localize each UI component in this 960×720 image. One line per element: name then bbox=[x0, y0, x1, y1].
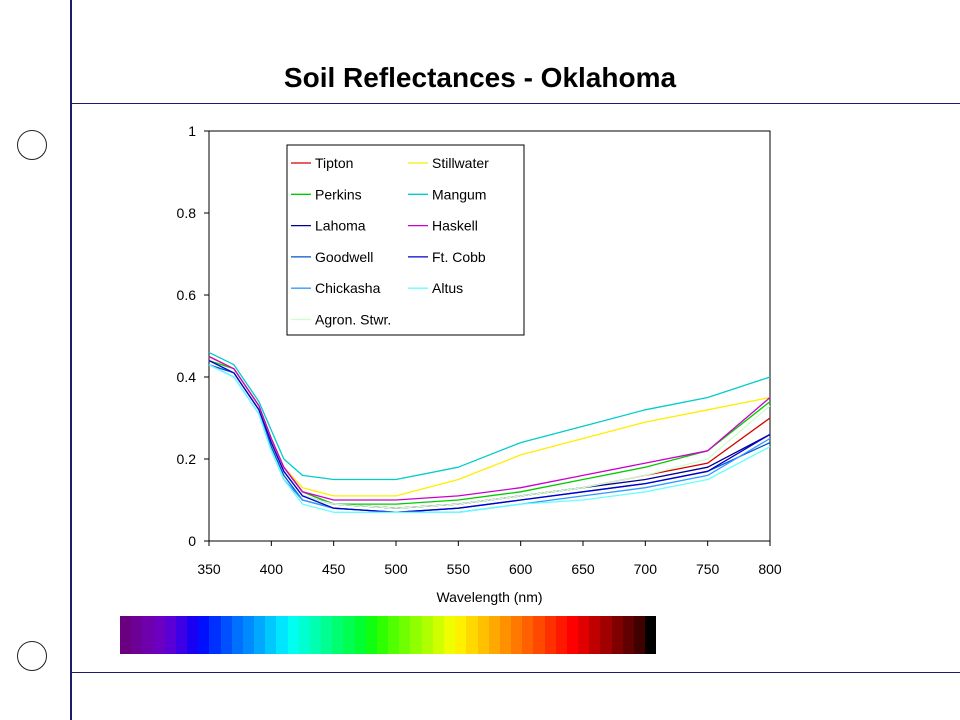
legend-label: Stillwater bbox=[432, 155, 489, 171]
series-line-chickasha bbox=[208, 364, 771, 513]
x-tick-label: 700 bbox=[634, 561, 658, 577]
series-line-agron-stwr bbox=[208, 360, 771, 509]
spectrum-swatch bbox=[153, 616, 165, 654]
spectrum-swatch bbox=[388, 616, 400, 654]
legend-label: Haskell bbox=[432, 218, 478, 234]
series-line-tipton bbox=[208, 355, 771, 509]
legend-label: Tipton bbox=[315, 155, 353, 171]
y-tick-label: 0.4 bbox=[177, 369, 197, 385]
spectrum-swatch bbox=[131, 616, 143, 654]
y-tick-label: 0.6 bbox=[177, 287, 197, 303]
legend-label: Lahoma bbox=[315, 218, 366, 234]
x-tick-label: 500 bbox=[384, 561, 408, 577]
x-tick-label: 800 bbox=[758, 561, 782, 577]
spectrum-swatch bbox=[332, 616, 344, 654]
visible-spectrum-bar bbox=[120, 616, 657, 654]
page-title: Soil Reflectances - Oklahoma bbox=[283, 62, 677, 93]
spectrum-swatch bbox=[443, 616, 456, 654]
binder-hole-bottom bbox=[17, 641, 47, 671]
spectrum-swatch bbox=[600, 616, 612, 654]
spectrum-swatch bbox=[589, 616, 601, 654]
series-line-mangum bbox=[208, 351, 771, 481]
legend-label: Mangum bbox=[432, 186, 486, 202]
x-tick-label: 650 bbox=[571, 561, 595, 577]
x-tick-label: 750 bbox=[696, 561, 720, 577]
spectrum-swatch bbox=[164, 616, 176, 654]
series-line-ft-cobb bbox=[208, 360, 771, 513]
y-tick-label: 0.8 bbox=[177, 205, 197, 221]
legend-label: Ft. Cobb bbox=[432, 249, 486, 265]
spectrum-swatch bbox=[265, 616, 277, 654]
spectrum-swatch bbox=[544, 616, 556, 654]
x-tick-label: 550 bbox=[447, 561, 471, 577]
legend-label: Perkins bbox=[315, 186, 362, 202]
spectrum-swatch bbox=[298, 616, 310, 654]
spectrum-swatch bbox=[466, 616, 478, 654]
spectrum-swatch bbox=[142, 616, 154, 654]
spectrum-swatch bbox=[511, 616, 523, 654]
spectrum-swatch bbox=[611, 616, 623, 654]
spectrum-swatch bbox=[120, 616, 132, 654]
series-line-lahoma bbox=[208, 360, 771, 509]
spectrum-swatch bbox=[399, 616, 411, 654]
spectrum-swatch bbox=[287, 616, 299, 654]
chart-legend: Tipton Perkins Lahoma Goodwell Chickasha Agro… bbox=[286, 144, 525, 336]
bottom-divider-rule bbox=[70, 672, 960, 673]
axes: 350 400 450 500 550 600 650 700 750 800 0 0.2 0.4 0.6… bbox=[152, 123, 782, 605]
x-axis-label: Wavelength (nm) bbox=[436, 589, 542, 605]
spectrum-swatch bbox=[455, 616, 467, 654]
spectrum-swatch bbox=[354, 616, 366, 654]
spectrum-swatch bbox=[499, 616, 512, 654]
y-axis-label: Reflectance (Fraction) bbox=[152, 267, 168, 405]
legend-label: Agron. Stwr. bbox=[315, 312, 391, 328]
plot-frame bbox=[208, 130, 771, 542]
spectrum-swatch bbox=[198, 616, 210, 654]
binder-hole-top bbox=[17, 130, 47, 160]
spectrum-swatch bbox=[645, 616, 657, 654]
spectrum-swatch bbox=[488, 616, 500, 654]
spectrum-swatch bbox=[376, 616, 389, 654]
series-line-altus bbox=[208, 364, 771, 513]
x-tick-label: 400 bbox=[260, 561, 284, 577]
spectrum-swatch bbox=[477, 616, 489, 654]
spectrum-swatch bbox=[231, 616, 243, 654]
y-tick-label: 0.2 bbox=[177, 451, 197, 467]
spectrum-swatch bbox=[276, 616, 288, 654]
series-line-haskell bbox=[208, 355, 771, 501]
spectrum-swatch bbox=[555, 616, 567, 654]
spectrum-swatch bbox=[578, 616, 590, 654]
spectrum-swatch bbox=[175, 616, 188, 654]
legend-label: Goodwell bbox=[315, 249, 373, 265]
title-divider-rule bbox=[70, 103, 960, 104]
spectrum-swatch bbox=[321, 616, 333, 654]
legend-label: Chickasha bbox=[315, 280, 381, 296]
spectrum-swatch bbox=[533, 616, 545, 654]
spectrum-swatch bbox=[343, 616, 355, 654]
legend-box bbox=[286, 144, 525, 336]
y-tick-label: 0 bbox=[188, 533, 196, 549]
x-tick-label: 350 bbox=[197, 561, 221, 577]
spectrum-swatch bbox=[421, 616, 433, 654]
spectrum-swatch bbox=[209, 616, 221, 654]
x-tick-label: 450 bbox=[322, 561, 346, 577]
y-tick-label: 1 bbox=[188, 123, 196, 139]
spectrum-swatch bbox=[365, 616, 377, 654]
spectrum-swatch bbox=[622, 616, 634, 654]
spectrum-swatch bbox=[187, 616, 199, 654]
spectrum-swatch bbox=[566, 616, 579, 654]
x-tick-label: 600 bbox=[509, 561, 533, 577]
spectrum-swatch bbox=[633, 616, 646, 654]
legend-label: Altus bbox=[432, 280, 463, 296]
spectrum-swatch bbox=[254, 616, 266, 654]
spectrum-swatch bbox=[410, 616, 422, 654]
spectrum-swatch bbox=[242, 616, 255, 654]
left-margin-rule bbox=[70, 0, 72, 720]
spectrum-swatch bbox=[220, 616, 232, 654]
spectrum-swatch bbox=[522, 616, 534, 654]
series-lines bbox=[208, 351, 771, 513]
spectrum-swatch bbox=[432, 616, 444, 654]
spectrum-swatch bbox=[309, 616, 322, 654]
